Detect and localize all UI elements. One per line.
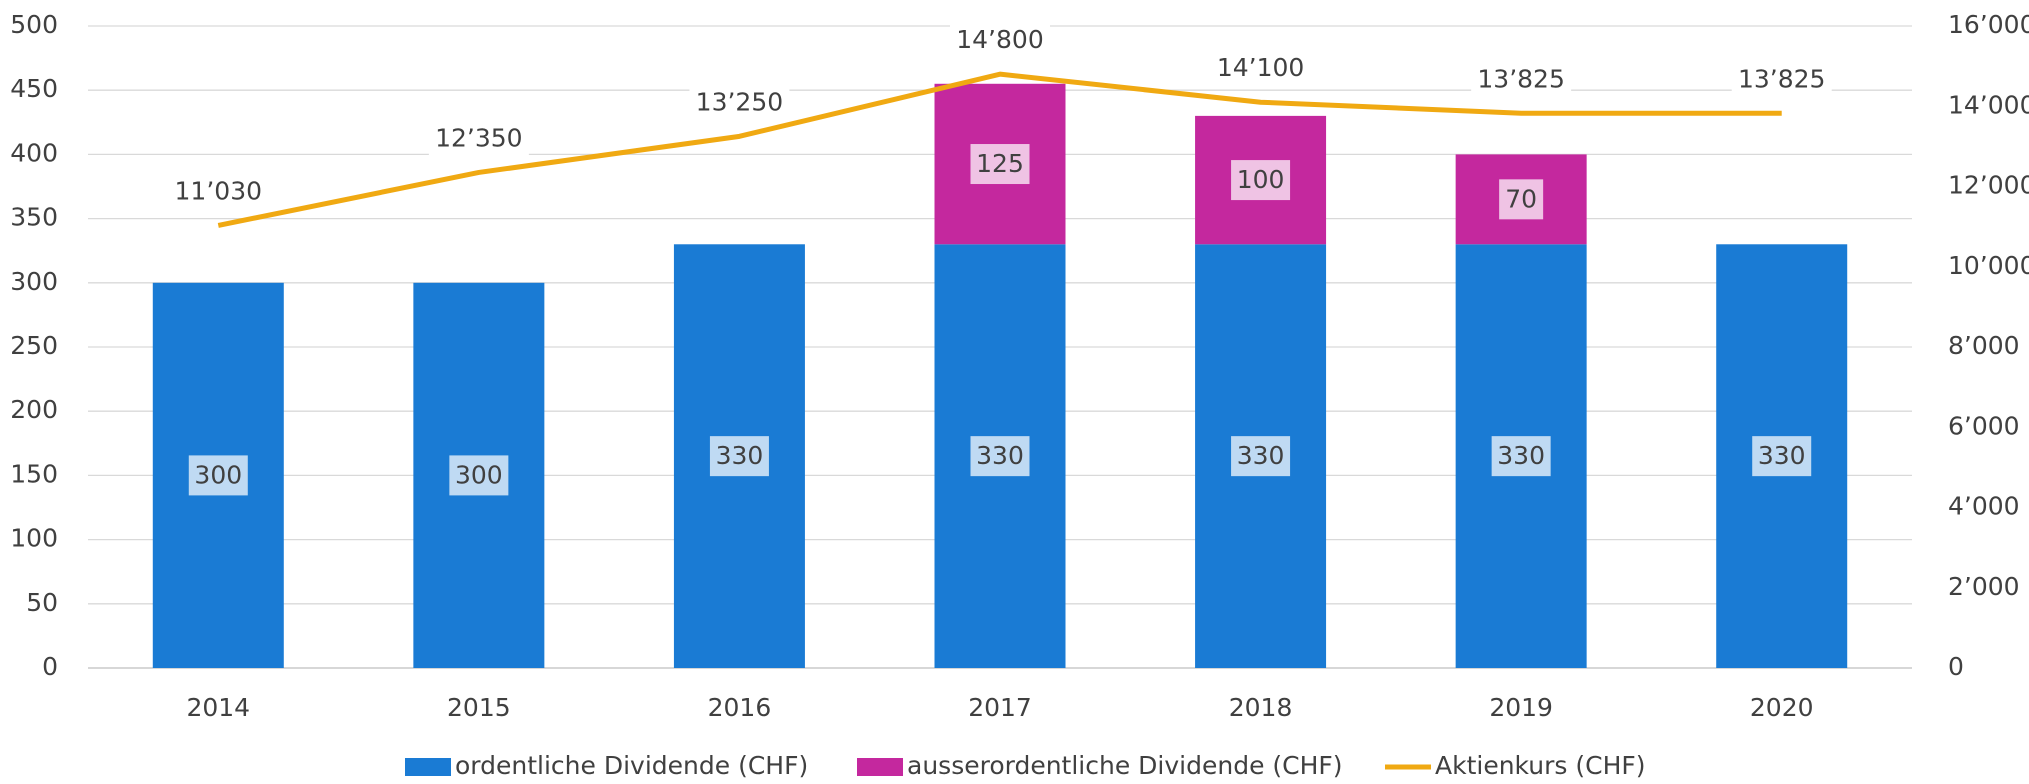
y-tick-label: 50 xyxy=(26,588,58,617)
data-label: 330 xyxy=(1497,441,1545,470)
y2-tick-label: 12’000 xyxy=(1948,171,2029,200)
y2-tick-label: 8’000 xyxy=(1948,331,2020,360)
y-tick-label: 100 xyxy=(10,524,58,553)
label-box xyxy=(709,436,769,477)
y-tick-label: 350 xyxy=(10,203,58,232)
legend-swatch xyxy=(857,758,903,776)
label-box xyxy=(1231,160,1291,201)
line-label: 13’250 xyxy=(696,87,783,116)
data-label: 100 xyxy=(1237,165,1285,194)
y-tick-label: 150 xyxy=(10,459,58,488)
label-box xyxy=(1471,63,1572,98)
x-tick-label: 2018 xyxy=(1229,693,1293,722)
y-tick-label: 200 xyxy=(10,395,58,424)
x-tick-label: 2014 xyxy=(186,693,250,722)
legend-label: ausserordentliche Dividende (CHF) xyxy=(907,751,1343,780)
label-box xyxy=(1231,436,1291,477)
line-label: 13’825 xyxy=(1738,64,1825,93)
line-label: 13’825 xyxy=(1477,64,1564,93)
label-box xyxy=(1752,436,1812,477)
label-box xyxy=(970,436,1030,477)
legend-label: ordentliche Dividende (CHF) xyxy=(455,751,808,780)
y2-tick-label: 2’000 xyxy=(1948,572,2020,601)
y2-tick-label: 10’000 xyxy=(1948,251,2029,280)
data-label: 330 xyxy=(976,441,1024,470)
label-box xyxy=(950,24,1050,59)
label-box xyxy=(188,455,248,496)
line xyxy=(217,71,1782,228)
line-label: 14’800 xyxy=(956,25,1043,54)
legend-swatch xyxy=(405,758,451,776)
y-tick-label: 400 xyxy=(10,138,58,167)
data-label: 70 xyxy=(1505,184,1537,213)
y2-tick-label: 14’000 xyxy=(1948,90,2029,119)
label-box xyxy=(449,455,509,496)
label-box xyxy=(1491,436,1551,477)
data-label: 300 xyxy=(455,460,503,489)
label-box xyxy=(428,122,529,157)
y2-tick-label: 16’000 xyxy=(1948,10,2029,39)
x-tick-label: 2016 xyxy=(708,693,772,722)
label-box xyxy=(689,86,790,121)
label-box xyxy=(1499,179,1544,220)
x-tick-label: 2015 xyxy=(447,693,511,722)
data-label: 330 xyxy=(1237,441,1285,470)
x-tick-label: 2020 xyxy=(1750,693,1814,722)
label-box xyxy=(1210,52,1311,87)
y2-tick-label: 0 xyxy=(1948,652,1964,681)
y-tick-label: 250 xyxy=(10,331,58,360)
data-label: 125 xyxy=(976,149,1024,178)
y2-tick-label: 4’000 xyxy=(1948,492,2020,521)
legend-label: Aktienkurs (CHF) xyxy=(1435,751,1646,780)
y-tick-label: 0 xyxy=(42,652,58,681)
x-tick-label: 2019 xyxy=(1489,693,1553,722)
label-box xyxy=(970,144,1030,185)
y-tick-label: 450 xyxy=(10,74,58,103)
line-label: 11’030 xyxy=(175,176,262,205)
y-tick-label: 500 xyxy=(10,10,58,39)
data-label: 300 xyxy=(194,460,242,489)
data-label: 330 xyxy=(1758,441,1806,470)
label-box xyxy=(1731,63,1832,98)
y-tick-label: 300 xyxy=(10,267,58,296)
line-label: 12’350 xyxy=(435,123,522,152)
x-tick-label: 2017 xyxy=(968,693,1032,722)
y2-tick-label: 6’000 xyxy=(1948,411,2020,440)
data-label: 330 xyxy=(716,441,764,470)
label-box xyxy=(168,175,269,210)
line-label: 14’100 xyxy=(1217,53,1304,82)
